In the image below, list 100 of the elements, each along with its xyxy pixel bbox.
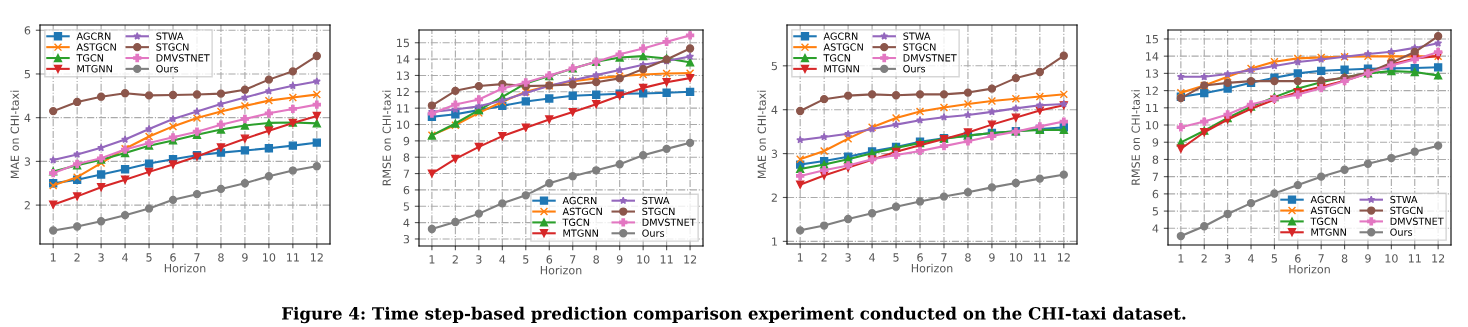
x-tick-label: 10 — [1010, 253, 1023, 262]
y-tick-label: 9 — [403, 136, 410, 146]
legend-label: MTGNN — [1311, 228, 1346, 236]
x-tick-label: 6 — [917, 253, 923, 262]
x-tick-label: 7 — [194, 253, 200, 262]
y-tick-label: 12 — [397, 87, 409, 97]
legend-label: TGCN — [562, 218, 590, 226]
x-tick-label: 11 — [1034, 253, 1046, 262]
x-tick-label: 2 — [452, 255, 458, 264]
x-tick-label: 11 — [287, 253, 299, 262]
x-tick-label: 3 — [845, 253, 851, 262]
y-axis-title: MAE on CHI-taxi — [10, 90, 19, 179]
x-tick-label: 2 — [74, 253, 80, 262]
y-tick-label: 2 — [24, 201, 30, 210]
x-tick-label: 8 — [965, 253, 971, 262]
x-tick-label: 6 — [1295, 254, 1301, 263]
y-tick-label: 4 — [24, 113, 31, 122]
x-tick-label: 10 — [637, 255, 650, 264]
legend-label: STWA — [1390, 195, 1418, 204]
x-axis-title: Horizon — [911, 263, 953, 273]
x-tick-label: 7 — [1318, 254, 1324, 263]
legend-label: TGCN — [823, 54, 851, 62]
y-tick-label: 4 — [403, 218, 410, 227]
y-tick-label: 4 — [771, 105, 778, 114]
y-axis-title: RMSE on CHI-taxi — [382, 90, 391, 186]
y-tick-label: 14 — [1146, 52, 1159, 61]
x-tick-label: 8 — [593, 255, 599, 264]
x-axis-title: Horizon — [540, 265, 582, 275]
y-tick-label: 5 — [24, 70, 30, 79]
y-tick-label: 6 — [403, 185, 410, 195]
y-tick-label: 15 — [397, 38, 409, 48]
x-tick-label: 12 — [1432, 254, 1445, 263]
x-tick-label: 6 — [170, 253, 176, 262]
y-tick-label: 11 — [1146, 103, 1158, 113]
x-tick-label: 8 — [1341, 254, 1348, 263]
x-tick-label: 3 — [476, 255, 482, 264]
x-tick-label: 12 — [310, 253, 323, 262]
x-tick-label: 1 — [50, 253, 56, 262]
legend-label: ASTGCN — [562, 207, 602, 216]
x-tick-label: 10 — [1385, 254, 1398, 263]
x-axis-title: Horizon — [164, 263, 206, 273]
y-tick-label: 13 — [397, 71, 410, 80]
y-tick-label: 3 — [24, 157, 31, 166]
x-tick-label: 9 — [242, 253, 248, 262]
x-tick-label: 2 — [821, 253, 827, 262]
legend-label: MTGNN — [824, 65, 859, 73]
legend-label: STWA — [903, 32, 931, 40]
x-axis-title: Horizon — [1289, 264, 1330, 274]
y-tick-label: 14 — [397, 55, 410, 64]
legend-label: TGCN — [76, 54, 104, 62]
x-tick-label: 3 — [1224, 254, 1231, 263]
x-tick-label: 4 — [1248, 254, 1254, 263]
legend-label: AGCRN — [562, 196, 597, 205]
y-tick-label: 5 — [771, 61, 777, 71]
y-tick-label: 9 — [1152, 138, 1159, 147]
legend-label: Ours — [903, 65, 926, 73]
y-tick-label: 6 — [1152, 189, 1159, 199]
y-tick-label: 8 — [403, 153, 410, 162]
y-tick-label: 6 — [24, 26, 31, 35]
y-tick-label: 12 — [1146, 86, 1158, 95]
x-tick-label: 11 — [660, 255, 673, 264]
x-tick-label: 12 — [1057, 253, 1070, 262]
legend-label: ASTGCN — [76, 43, 116, 51]
legend-label: STWA — [156, 32, 184, 40]
x-tick-label: 5 — [1271, 254, 1277, 263]
legend-label: AGCRN — [76, 32, 111, 40]
y-tick-label: 8 — [1152, 155, 1159, 164]
x-tick-label: 9 — [1365, 254, 1371, 263]
legend-label: DMVSTNET — [903, 54, 957, 62]
x-tick-label: 9 — [989, 253, 995, 262]
legend-label: STGCN — [156, 43, 189, 51]
y-tick-label: 11 — [397, 104, 409, 113]
legend-label: AGCRN — [823, 32, 858, 40]
y-tick-label: 2 — [771, 193, 777, 202]
y-tick-label: 10 — [397, 120, 410, 129]
y-tick-label: 4 — [1152, 224, 1159, 233]
x-tick-label: 10 — [263, 253, 276, 262]
legend-label: ASTGCN — [823, 43, 863, 51]
x-tick-label: 12 — [684, 255, 697, 264]
x-tick-label: 4 — [499, 255, 506, 264]
y-tick-label: 3 — [403, 234, 410, 244]
x-tick-label: 9 — [616, 255, 623, 264]
y-axis-title: RMSE on CHI-taxi — [1131, 90, 1140, 185]
x-tick-label: 5 — [523, 255, 529, 264]
caption: Figure 4: Time step-based prediction comparison experiment conducted on the CHI-taxi dataset. — [282, 306, 1186, 324]
x-tick-label: 7 — [941, 253, 947, 262]
x-tick-label: 7 — [570, 255, 576, 264]
legend-label: STGCN — [1390, 206, 1423, 215]
x-tick-label: 4 — [122, 253, 128, 262]
legend-label: STGCN — [642, 207, 675, 216]
y-tick-label: 1 — [772, 237, 777, 246]
x-tick-label: 1 — [1178, 254, 1184, 263]
y-tick-label: 7 — [403, 169, 410, 178]
x-tick-label: 8 — [218, 253, 224, 262]
legend-label: Ours — [1390, 228, 1413, 236]
y-axis-title: MAE on CHI-taxi — [757, 90, 766, 179]
legend-label: MTGNN — [77, 65, 112, 73]
x-tick-label: 2 — [1201, 254, 1207, 263]
legend-label: TGCN — [1310, 217, 1338, 225]
y-tick-label: 5 — [1152, 207, 1158, 216]
